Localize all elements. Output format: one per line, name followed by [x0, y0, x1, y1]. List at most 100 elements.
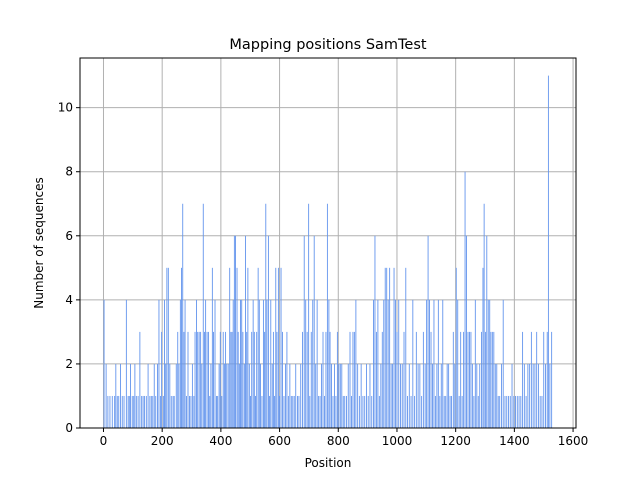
bar — [282, 331, 283, 428]
bar — [193, 395, 195, 428]
bar — [547, 75, 549, 429]
bar — [255, 395, 256, 428]
bar — [211, 267, 213, 428]
bar — [387, 299, 389, 428]
bar — [127, 395, 129, 428]
bar — [107, 395, 109, 428]
bar — [226, 363, 228, 428]
bar — [178, 363, 180, 428]
bar — [490, 331, 492, 428]
bar — [395, 299, 396, 428]
bar — [251, 331, 253, 428]
bar — [191, 363, 193, 428]
bar — [271, 363, 273, 428]
bar — [145, 395, 147, 428]
bar — [246, 331, 248, 428]
bar — [403, 331, 405, 428]
bar — [467, 331, 469, 428]
bar — [166, 267, 168, 428]
y-ticks: 0 2 4 6 8 10 — [58, 101, 80, 435]
bar — [440, 363, 442, 428]
bar — [392, 363, 394, 428]
bar — [457, 299, 459, 428]
bar — [310, 331, 312, 428]
y-axis-label: Number of sequences — [32, 177, 46, 308]
bar — [381, 331, 383, 428]
bar — [511, 363, 513, 428]
bar — [116, 395, 118, 428]
bar — [147, 363, 149, 428]
bar — [184, 299, 186, 428]
bar — [473, 395, 475, 428]
bar — [265, 203, 267, 428]
bar — [279, 395, 281, 428]
bar — [390, 363, 392, 428]
bar — [451, 395, 453, 428]
bar — [326, 203, 328, 428]
bar — [206, 331, 208, 428]
bar — [308, 203, 310, 428]
bar — [115, 363, 117, 428]
bar — [183, 331, 185, 428]
bar — [424, 363, 426, 428]
x-ticks: 0 200 400 600 800 1000 1200 1400 1600 — [100, 428, 589, 448]
bar — [543, 331, 545, 428]
bar — [384, 267, 386, 428]
bar — [213, 331, 214, 428]
bar — [286, 331, 288, 428]
bar — [549, 363, 551, 428]
bar — [179, 299, 181, 428]
bar — [486, 235, 488, 428]
bar — [198, 331, 200, 428]
bar — [445, 395, 447, 428]
bar — [339, 363, 341, 428]
y-tick-label: 10 — [58, 101, 73, 115]
x-tick-label: 0 — [100, 434, 108, 448]
bar — [214, 299, 216, 428]
bar — [415, 331, 417, 428]
bar — [261, 395, 263, 428]
bar — [109, 395, 111, 428]
y-tick-label: 0 — [65, 421, 73, 435]
bar — [439, 395, 441, 428]
bar — [325, 331, 327, 428]
bar — [522, 331, 524, 428]
bar — [181, 267, 182, 428]
bar — [516, 395, 518, 428]
bar — [539, 395, 541, 428]
bar — [321, 363, 322, 428]
bar — [494, 363, 496, 428]
bar — [322, 331, 324, 428]
bar — [230, 331, 232, 428]
bar — [331, 363, 332, 428]
bar — [290, 395, 292, 428]
bar — [270, 299, 272, 428]
bar — [293, 395, 295, 428]
bar — [182, 203, 184, 428]
bar — [336, 331, 338, 428]
bar — [142, 395, 144, 428]
bar — [297, 395, 298, 428]
x-tick-label: 200 — [151, 434, 174, 448]
bar — [491, 331, 493, 428]
bar — [202, 203, 204, 428]
axes-frame — [79, 57, 577, 429]
x-tick-label: 1600 — [558, 434, 589, 448]
bar — [194, 331, 196, 428]
bar — [266, 299, 268, 428]
bar — [135, 395, 137, 428]
bar — [305, 299, 307, 428]
bar — [532, 363, 534, 428]
bar — [366, 363, 367, 428]
bar — [383, 299, 385, 428]
bar — [105, 363, 107, 428]
bar — [150, 395, 152, 428]
bar — [252, 299, 254, 428]
bar — [121, 395, 123, 428]
bar — [541, 395, 543, 428]
bar — [189, 395, 190, 428]
bar — [283, 395, 285, 428]
bar — [222, 331, 224, 428]
bar — [463, 331, 465, 428]
bar — [427, 235, 429, 428]
